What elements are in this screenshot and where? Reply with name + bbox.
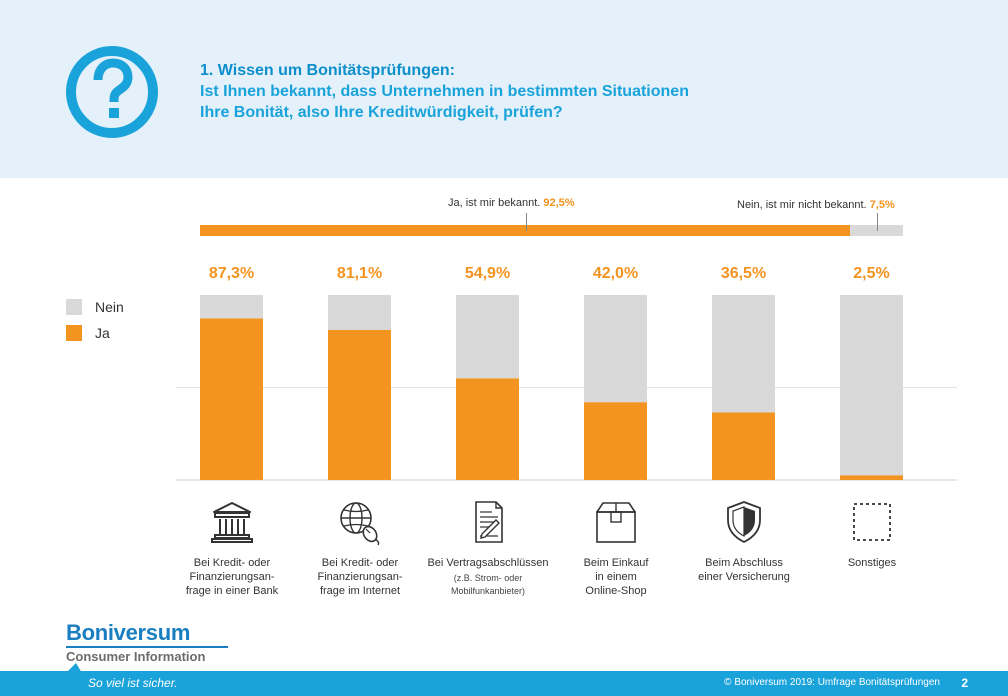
bar-nein-3 [456,295,519,379]
page-number: 2 [961,676,968,690]
value-label-5: 36,5% [721,265,766,282]
legend-item-ja: Ja [66,320,124,346]
category-onlineshop: Beim Einkauf in einem Online-Shop [546,498,686,598]
category-contracts: Bei Vertragsabschlüssen (z.B. Strom- ode… [418,498,558,598]
bar-ja-3 [456,378,519,480]
footer-copyright: © Boniversum 2019: Umfrage Bonitätsprüfu… [724,677,940,688]
logo-name: Boniversum [66,620,191,645]
contract-icon [475,501,503,543]
category-sub-contracts: (z.B. Strom- oder Mobilfunkanbieter) [450,573,526,596]
shield-icon [727,501,761,544]
category-label-contracts: Bei Vertragsabschlüssen [427,557,549,569]
package-icon [596,502,636,543]
value-label-2: 81,1% [337,265,382,282]
footer-bar: So viel ist sicher. © Boniversum 2019: U… [0,663,1008,696]
dashed-square-icon [853,503,891,541]
category-label-other: Sonstiges [847,557,897,569]
boniversum-logo: Boniversum Consumer Information [66,622,228,664]
category-internet: Bei Kredit- oder Finanzierungsan- frage … [290,498,430,598]
total-ja-text: Ja, ist mir bekannt. [448,197,541,209]
total-nein-label: Nein, ist mir nicht bekannt. 7,5% [737,199,895,211]
legend-swatch-nein [66,299,82,315]
total-nein-pointer [877,213,878,231]
bar-nein-2 [328,295,391,330]
total-ja-pointer [526,213,527,231]
bar-ja-4 [584,402,647,480]
bar-nein-5 [712,295,775,413]
bar-nein-1 [200,295,263,319]
title-line-2: Ist Ihnen bekannt, dass Unternehmen in b… [200,83,689,100]
legend-item-nein: Nein [66,294,124,320]
bar-nein-4 [584,295,647,403]
bar-ja-1 [200,318,263,480]
question-mark-icon [66,46,158,138]
total-bar [200,225,903,236]
bank-icon [211,502,253,543]
bar-ja-6 [840,475,903,480]
globe-mouse-icon [340,502,380,546]
page-title: 1. Wissen um Bonitätsprüfungen: Ist Ihne… [200,60,689,123]
category-other: Sonstiges [802,498,942,570]
footer-slogan: So viel ist sicher. [88,676,178,690]
value-label-4: 42,0% [593,265,638,282]
footer-notch [66,663,82,673]
title-line-3: Ihre Bonität, also Ihre Kreditwürdigkeit… [200,104,563,121]
logo-subtitle: Consumer Information [66,649,206,664]
value-label-3: 54,9% [465,265,510,282]
bar-ja-2 [328,329,391,480]
bar-nein-6 [840,295,903,476]
value-label-1: 87,3% [209,265,254,282]
category-insurance: Beim Abschluss einer Versicherung [674,498,814,584]
legend: Nein Ja [66,294,124,346]
logo-underline [66,646,228,648]
total-ja-value: 92,5% [543,197,575,209]
bar-ja-5 [712,412,775,480]
legend-label-nein: Nein [95,299,124,315]
category-bank: Bei Kredit- oder Finanzierungsan- frage … [162,498,302,598]
total-nein-value: 7,5% [869,199,895,211]
total-bar-ja-fill [200,225,851,236]
category-label-internet: Bei Kredit- oder Finanzierungsan- frage … [317,557,403,597]
value-label-6: 2,5% [853,265,889,282]
category-label-insurance: Beim Abschluss einer Versicherung [698,557,790,583]
category-label-bank: Bei Kredit- oder Finanzierungsan- frage … [185,557,279,597]
legend-swatch-ja [66,325,82,341]
header-panel: 1. Wissen um Bonitätsprüfungen: Ist Ihne… [0,0,1008,178]
total-ja-label: Ja, ist mir bekannt. 92,5% [448,197,575,209]
legend-label-ja: Ja [95,325,110,341]
category-label-onlineshop: Beim Einkauf in einem Online-Shop [583,557,649,597]
title-line-1: 1. Wissen um Bonitätsprüfungen: [200,62,455,79]
total-nein-text: Nein, ist mir nicht bekannt. [737,199,867,211]
